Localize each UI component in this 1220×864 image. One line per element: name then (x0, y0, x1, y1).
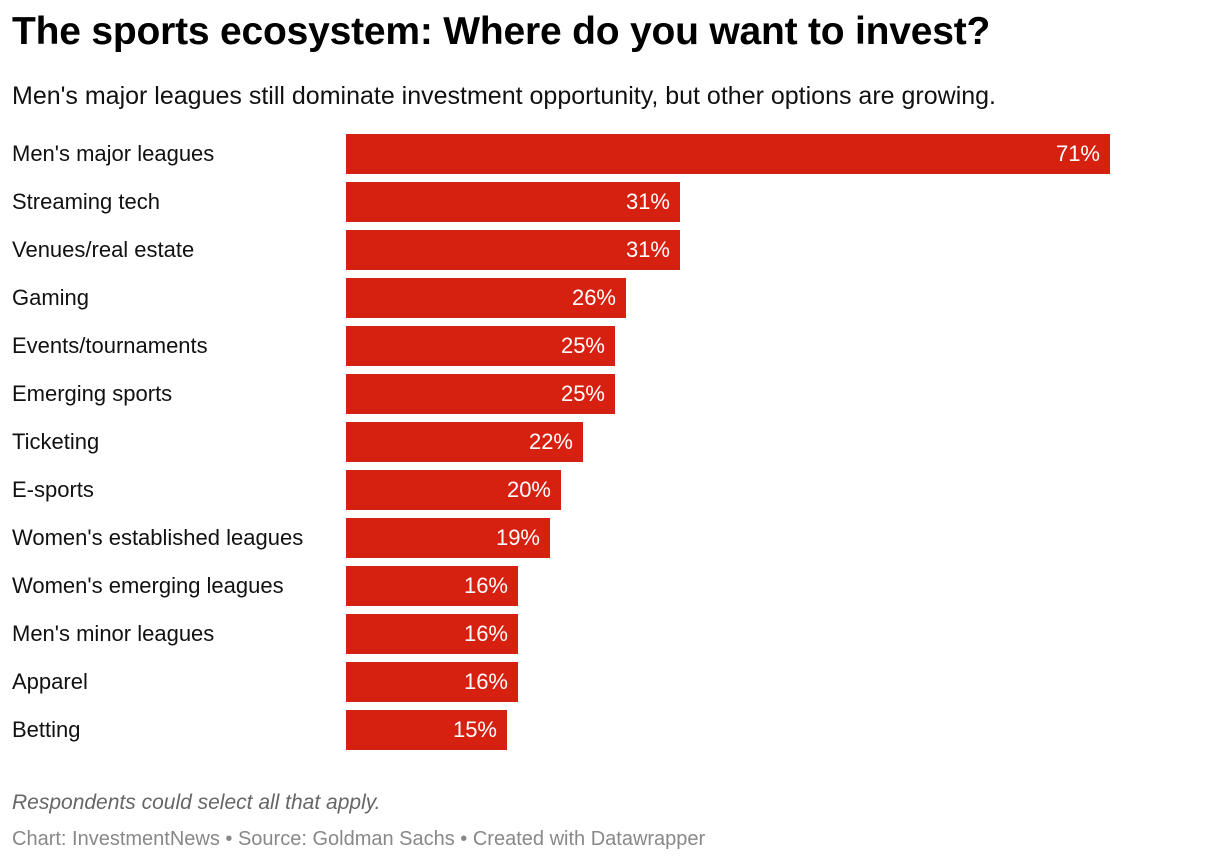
chart-note: Respondents could select all that apply. (12, 791, 381, 814)
bar (346, 422, 583, 462)
category-label: Venues/real estate (12, 237, 195, 262)
category-label: Emerging sports (12, 381, 173, 406)
category-label: Women's emerging leagues (12, 573, 284, 598)
bar (346, 326, 615, 366)
chart-footer: Chart: InvestmentNews • Source: Goldman … (12, 828, 706, 850)
bar (346, 710, 507, 750)
category-label: Betting (12, 717, 81, 742)
category-label: Women's established leagues (12, 525, 304, 550)
value-label: 31% (625, 189, 670, 214)
bar (346, 182, 680, 222)
category-label: Ticketing (12, 429, 100, 454)
category-label: Events/tournaments (12, 333, 208, 358)
value-label: 71% (1055, 141, 1100, 166)
value-label: 16% (463, 573, 508, 598)
category-label: Gaming (12, 285, 90, 310)
chart-subtitle: Men's major leagues still dominate inves… (12, 82, 996, 110)
bar (346, 614, 518, 654)
value-label: 25% (560, 381, 605, 406)
bar (346, 566, 518, 606)
bar (346, 374, 615, 414)
value-label: 22% (528, 429, 573, 454)
value-label: 25% (560, 333, 605, 358)
category-label: Apparel (12, 669, 88, 694)
value-label: 15% (452, 717, 497, 742)
category-label: E-sports (12, 477, 94, 502)
bar (346, 134, 1110, 174)
bar (346, 518, 550, 558)
chart-title: The sports ecosystem: Where do you want … (12, 10, 991, 53)
bar (346, 470, 561, 510)
value-label: 16% (463, 621, 508, 646)
bar (346, 230, 680, 270)
category-label: Men's minor leagues (12, 621, 215, 646)
category-label: Men's major leagues (12, 141, 215, 166)
value-label: 20% (506, 477, 551, 502)
bar (346, 662, 518, 702)
value-label: 19% (495, 525, 540, 550)
bar (346, 278, 626, 318)
value-label: 31% (625, 237, 670, 262)
value-label: 16% (463, 669, 508, 694)
value-label: 26% (571, 285, 616, 310)
category-label: Streaming tech (12, 189, 160, 214)
